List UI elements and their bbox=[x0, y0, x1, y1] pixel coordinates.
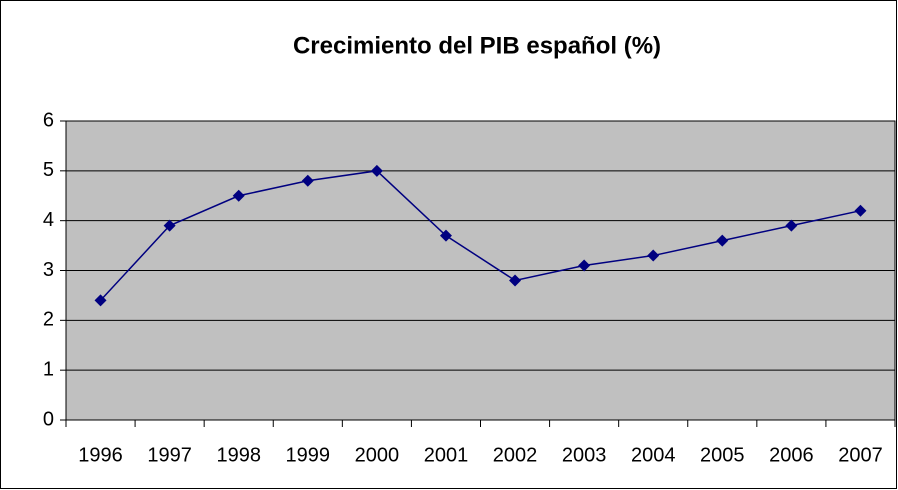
x-tick-label: 1999 bbox=[286, 444, 331, 466]
x-tick-label: 2001 bbox=[424, 444, 469, 466]
marker bbox=[785, 219, 798, 232]
marker bbox=[854, 204, 867, 217]
x-tick-label: 2002 bbox=[493, 444, 538, 466]
x-tick-label: 1998 bbox=[216, 444, 261, 466]
x-tick-label: 2006 bbox=[769, 444, 814, 466]
x-tick-label: 2004 bbox=[631, 444, 676, 466]
chart-title: Crecimiento del PIB español (%) bbox=[293, 32, 661, 59]
y-tick-label: 0 bbox=[43, 408, 54, 430]
marker bbox=[509, 274, 522, 287]
y-tick-label: 1 bbox=[43, 358, 54, 380]
marker bbox=[578, 259, 591, 272]
y-tick-label: 5 bbox=[43, 159, 54, 181]
y-tick-label: 6 bbox=[43, 109, 54, 131]
marker bbox=[232, 189, 245, 202]
x-tick-label: 1996 bbox=[78, 444, 123, 466]
marker bbox=[301, 174, 314, 187]
y-tick-label: 3 bbox=[43, 259, 54, 281]
y-tick-label: 2 bbox=[43, 309, 54, 331]
x-tick-label: 2007 bbox=[838, 444, 883, 466]
marker bbox=[370, 164, 383, 177]
x-tick-label: 2000 bbox=[355, 444, 400, 466]
marker bbox=[647, 249, 660, 262]
marker bbox=[94, 294, 107, 307]
x-tick-label: 2003 bbox=[562, 444, 607, 466]
line bbox=[99, 170, 861, 301]
marker bbox=[163, 219, 176, 232]
marker bbox=[716, 234, 729, 247]
marker bbox=[439, 229, 452, 242]
y-tick-label: 4 bbox=[43, 209, 54, 231]
x-tick-label: 2005 bbox=[700, 444, 745, 466]
x-tick-label: 1997 bbox=[147, 444, 192, 466]
